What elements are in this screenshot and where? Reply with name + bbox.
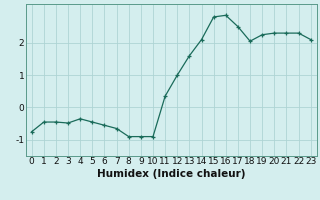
X-axis label: Humidex (Indice chaleur): Humidex (Indice chaleur) [97, 169, 245, 179]
